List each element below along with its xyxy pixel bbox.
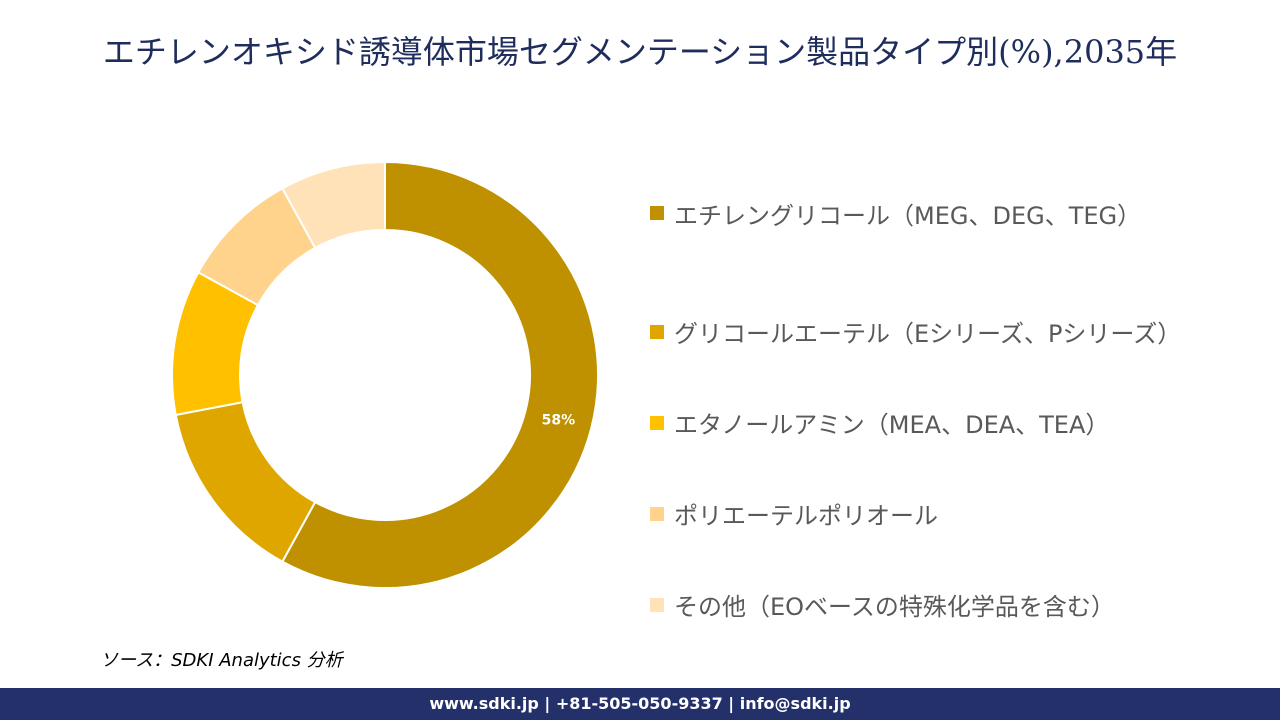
donut-slice: [174, 401, 317, 564]
legend-swatch: [650, 506, 664, 521]
legend-label: エタノールアミン（MEA、DEA、TEA）: [674, 411, 1110, 439]
footer-contact: www.sdki.jp | +81-505-050-9337 | info@sd…: [0, 688, 1280, 720]
donut-slice: [281, 160, 599, 589]
data-label: 58%: [542, 413, 576, 429]
legend-item: エチレングリコール（MEG、DEG、TEG）: [650, 195, 1181, 231]
legend-item: エタノールアミン（MEA、DEA、TEA）: [650, 377, 1181, 468]
chart-title: エチレンオキシド誘導体市場セグメンテーション製品タイプ別(%),2035年: [102, 33, 1178, 71]
legend-item: その他（EOベースの特殊化学品を含む）: [650, 559, 1181, 650]
legend-swatch: [650, 206, 664, 220]
legend-label: エチレングリコール（MEG、DEG、TEG）: [674, 201, 1142, 230]
legend: エチレングリコール（MEG、DEG、TEG） グリコールエーテル（Eシリーズ、Pシ…: [650, 195, 1181, 650]
legend-item: グリコールエーテル（Eシリーズ、Pシリーズ）: [650, 286, 1181, 377]
legend-label: ポリエーテルポリオール: [674, 502, 938, 530]
legend-swatch: [650, 415, 664, 430]
legend-item: ポリエーテルポリオール: [650, 468, 1181, 559]
legend-label: グリコールエーテル（Eシリーズ、Pシリーズ）: [674, 320, 1182, 348]
legend-label: その他（EOベースの特殊化学品を含む）: [674, 593, 1115, 621]
source-note: ソース：SDKI Analytics 分析: [100, 650, 343, 671]
legend-swatch: [650, 324, 664, 339]
legend-swatch: [650, 597, 664, 612]
donut-slice: [281, 160, 386, 250]
